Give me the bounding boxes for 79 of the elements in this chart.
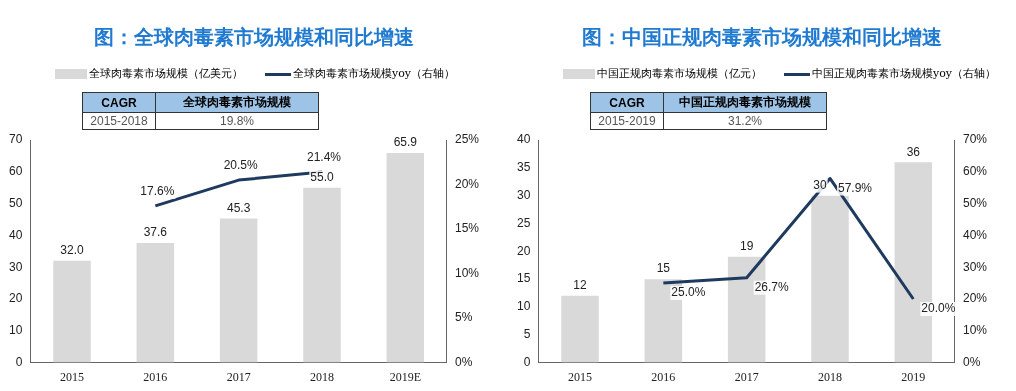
y2-tick-label: 20% xyxy=(962,291,988,306)
y2-tick-label: 30% xyxy=(962,259,988,274)
data-label: 26.7% xyxy=(754,280,790,295)
y2-tick-label: 15% xyxy=(454,221,480,236)
data-label: 55.0 xyxy=(310,170,334,185)
y-tick-label: 0 xyxy=(15,354,23,369)
legend-label: 全球肉毒素市场规模（亿美元） xyxy=(89,67,243,80)
data-label: 20.5% xyxy=(223,158,258,173)
bar xyxy=(303,187,341,363)
x-tick-label: 2019 xyxy=(901,369,926,384)
text: 31.2% xyxy=(663,112,827,130)
data-label: 20.0% xyxy=(921,301,956,316)
y2-tick-label: 40% xyxy=(962,227,988,242)
x-tick-label: 2016 xyxy=(143,369,168,384)
data-label: 17.6% xyxy=(140,184,175,199)
y2-tick-label: 70% xyxy=(962,132,988,147)
bar xyxy=(811,195,849,363)
data-label: 37.6 xyxy=(143,225,168,240)
y-tick-label: 40 xyxy=(516,132,531,147)
text: CAGR xyxy=(82,92,156,113)
y2-tick-label: 50% xyxy=(962,195,988,210)
bar xyxy=(561,295,599,363)
y-tick-label: 60 xyxy=(8,164,23,179)
y-tick-label: 0 xyxy=(523,354,531,369)
y2-tick-label: 60% xyxy=(962,164,988,179)
y2-tick-label: 0% xyxy=(962,354,981,369)
y-tick-label: 10 xyxy=(516,299,531,314)
y2-tick-label: 10% xyxy=(454,265,480,280)
y-tick-label: 5 xyxy=(523,327,531,342)
data-label: 12 xyxy=(573,278,588,293)
x-tick-label: 2017 xyxy=(226,369,251,384)
text: 全球肉毒素市场规模 xyxy=(155,92,319,113)
bar xyxy=(386,153,425,363)
x-tick-label: 2016 xyxy=(651,369,676,384)
legend-label: 中国正规肉毒素市场规模yoy（右轴） xyxy=(812,67,997,80)
y-tick-label: 30 xyxy=(516,187,531,202)
x-tick-label: 2018 xyxy=(309,369,334,384)
text: 19.8% xyxy=(155,112,319,130)
y-tick-label: 40 xyxy=(8,227,23,242)
data-label: 45.3 xyxy=(226,200,251,215)
data-label: 19 xyxy=(739,239,754,254)
bar xyxy=(219,218,258,363)
text: 中国正规肉毒素市场规模 xyxy=(663,92,827,113)
data-label: 65.9 xyxy=(393,135,418,150)
bar xyxy=(136,243,175,363)
y-tick-label: 70 xyxy=(8,132,23,147)
legend-label: 全球肉毒素市场规模yoy（右轴） xyxy=(293,67,456,80)
x-tick-label: 2018 xyxy=(817,369,842,384)
data-label: 36 xyxy=(906,144,921,159)
data-label: 21.4% xyxy=(306,150,342,165)
y-tick-label: 20 xyxy=(516,243,531,258)
data-label: 15 xyxy=(656,261,671,276)
y-tick-label: 50 xyxy=(8,195,23,210)
x-tick-label: 2015 xyxy=(60,369,85,384)
y2-tick-label: 20% xyxy=(454,176,480,191)
data-label: 57.9% xyxy=(837,180,873,195)
x-tick-label: 2017 xyxy=(734,369,759,384)
data-label: 30 xyxy=(813,177,827,192)
y-tick-label: 35 xyxy=(516,160,531,175)
text: 2015-2018 xyxy=(82,112,156,130)
x-tick-label: 2015 xyxy=(568,369,593,384)
y2-tick-label: 5% xyxy=(454,310,473,325)
legend-label: 中国正规肉毒素市场规模（亿元） xyxy=(597,67,762,80)
data-label: 32.0 xyxy=(60,243,85,258)
chart-title: 图：中国正规肉毒素市场规模和同比增速 xyxy=(581,25,943,50)
chart-title: 图：全球肉毒素市场规模和同比增速 xyxy=(93,25,415,50)
y2-tick-label: 25% xyxy=(454,132,480,147)
y2-tick-label: 0% xyxy=(454,354,473,369)
text: 2015-2019 xyxy=(590,112,664,130)
y-tick-label: 20 xyxy=(8,291,23,306)
y-tick-label: 25 xyxy=(516,215,531,230)
y2-tick-label: 10% xyxy=(962,323,988,338)
y-tick-label: 15 xyxy=(516,271,531,286)
data-label: 25.0% xyxy=(671,285,706,300)
x-tick-label: 2019E xyxy=(389,369,421,384)
y-tick-label: 10 xyxy=(8,323,23,338)
y-tick-label: 30 xyxy=(8,259,23,274)
bar xyxy=(53,260,91,363)
text: CAGR xyxy=(590,92,664,113)
